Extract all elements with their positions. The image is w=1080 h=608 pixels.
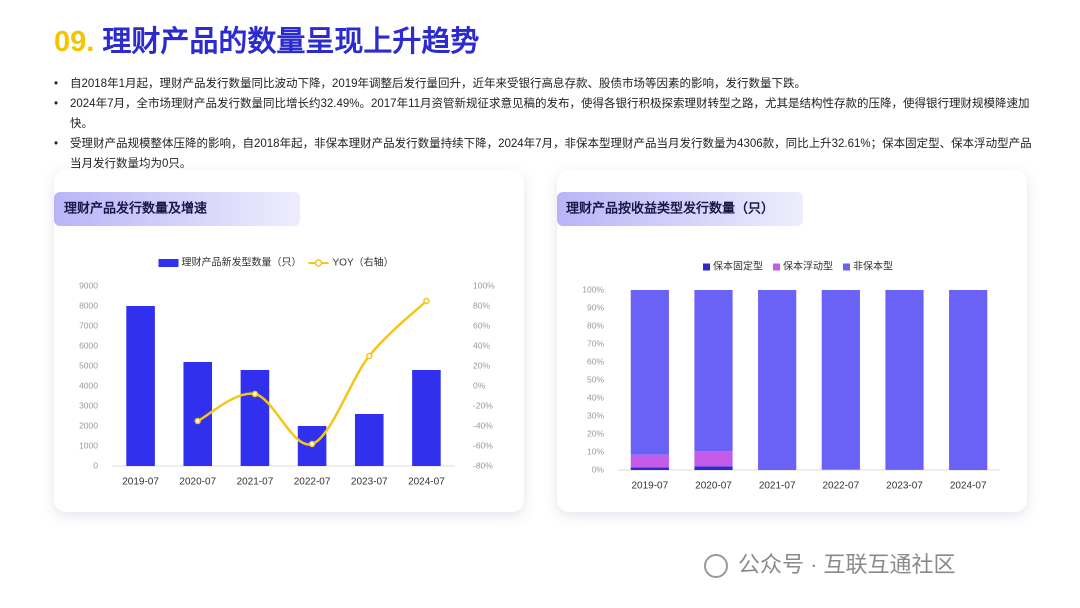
bar (821, 469, 860, 470)
bar (240, 370, 270, 466)
y2-tick-label: 0% (473, 380, 486, 390)
line-point (308, 440, 316, 448)
y-tick-label: 0 (93, 460, 98, 470)
y2-tick-label: 20% (473, 360, 490, 370)
legend-label: 非保本型 (853, 260, 893, 273)
y2-tick-label: 100% (473, 280, 495, 290)
x-tick-label: 2021-07 (759, 481, 796, 492)
y-tick-label: 10% (587, 446, 604, 456)
card (54, 170, 524, 512)
y-tick-label: 6000 (79, 340, 98, 350)
bar (630, 467, 669, 470)
title-text: 理财产品的数量呈现上升趋势 (102, 26, 480, 58)
y-tick-label: 9000 (79, 280, 98, 290)
y-tick-label: 1000 (79, 440, 98, 450)
y-tick-label: 8000 (79, 300, 98, 310)
legend-label: 保本浮动型 (783, 260, 833, 273)
y-tick-label: 40% (587, 392, 604, 402)
x-tick-label: 2022-07 (822, 481, 859, 492)
x-tick-label: 2019-07 (122, 477, 159, 488)
legend-swatch (773, 263, 780, 271)
y-tick-label: 3000 (79, 400, 98, 410)
y-tick-label: 4000 (79, 380, 98, 390)
legend-swatch (843, 263, 850, 271)
y2-tick-label: -80% (473, 460, 493, 470)
y2-tick-label: -40% (473, 420, 493, 430)
bar (949, 290, 988, 470)
bar (412, 370, 441, 466)
chart-title: 理财产品按收益类型发行数量（只） (566, 200, 774, 215)
line-point (366, 352, 373, 360)
bullet: 自2018年1月起，理财产品发行数量同比波动下降，2019年调整后发行量回升，近… (54, 74, 1034, 94)
bar (630, 454, 669, 468)
y-tick-label: 5000 (79, 360, 98, 370)
y-tick-label: 100% (582, 284, 604, 294)
bar (694, 451, 733, 467)
bar (821, 290, 860, 470)
watermark-icon (704, 554, 728, 578)
card-header (54, 192, 300, 226)
x-tick-label: 2020-07 (695, 481, 732, 492)
y-tick-label: 7000 (79, 320, 98, 330)
bar (354, 414, 384, 466)
line-point (423, 297, 430, 305)
y-tick-label: 60% (587, 356, 604, 366)
x-tick-label: 2023-07 (886, 481, 923, 492)
bullet: 受理财产品规模整体压降的影响，自2018年起，非保本理财产品发行数量持续下降，2… (54, 134, 1034, 174)
bullet-list: 自2018年1月起，理财产品发行数量同比波动下降，2019年调整后发行量回升，近… (54, 74, 1034, 174)
x-tick-label: 2020-07 (179, 477, 216, 488)
x-tick-label: 2023-07 (351, 477, 388, 488)
legend-label: 理财产品新发型数量（只） (182, 256, 302, 269)
y-tick-label: 70% (587, 338, 604, 348)
card-header (557, 192, 803, 226)
chart-title: 理财产品发行数量及增速 (64, 200, 207, 215)
slide-title: 09. 理财产品的数量呈现上升趋势 (54, 18, 479, 60)
bar (694, 466, 733, 470)
y-tick-label: 20% (587, 428, 604, 438)
y2-tick-label: -60% (473, 440, 493, 450)
line-point (194, 417, 201, 425)
x-tick-label: 2024-07 (950, 481, 987, 492)
legend-swatch (158, 259, 179, 267)
line-point (251, 390, 259, 398)
y2-tick-label: 80% (473, 300, 490, 310)
legend-dot (314, 259, 323, 267)
bar (885, 290, 924, 470)
y-tick-label: 80% (587, 320, 604, 330)
y-tick-label: 0% (592, 464, 605, 474)
section-number: 09. (54, 26, 95, 58)
bar (630, 290, 669, 455)
x-tick-label: 2024-07 (408, 477, 445, 488)
watermark: 公众号 · 互联互通社区 (738, 552, 956, 577)
legend-swatch (703, 263, 710, 271)
bullet: 2024年7月，全市场理财产品发行数量同比增长约32.49%。2017年11月资… (54, 94, 1034, 134)
y2-tick-label: 60% (473, 320, 490, 330)
bar (885, 469, 924, 470)
legend-label: YOY（右轴） (333, 256, 394, 269)
y-tick-label: 2000 (79, 420, 98, 430)
y2-tick-label: 40% (473, 340, 490, 350)
bar (694, 290, 733, 452)
legend-label: 保本固定型 (713, 260, 763, 273)
bar (758, 290, 797, 470)
x-tick-label: 2021-07 (237, 477, 274, 488)
x-tick-label: 2019-07 (631, 481, 668, 492)
y-tick-label: 50% (587, 374, 604, 384)
y2-tick-label: -20% (473, 400, 493, 410)
y-tick-label: 90% (587, 302, 604, 312)
y-tick-label: 30% (587, 410, 604, 420)
bar (126, 306, 155, 466)
x-tick-label: 2022-07 (294, 477, 331, 488)
